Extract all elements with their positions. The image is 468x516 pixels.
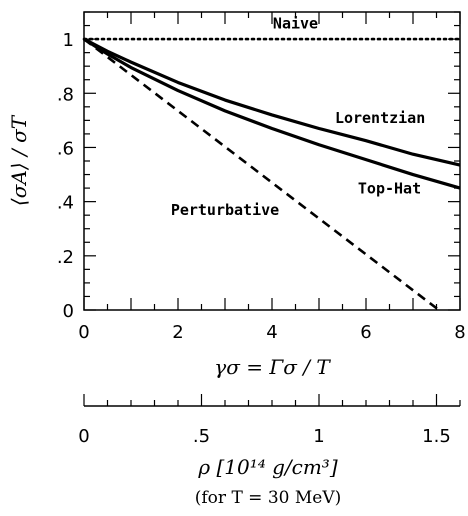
axis-ticks-group [83, 11, 461, 406]
x-axis-title: γσ = Γσ / T [214, 355, 331, 379]
series-annotation-naive: Naive [273, 14, 318, 32]
y-axis-title: ⟨σA⟩ / σT [7, 114, 31, 206]
y-tick-label: .2 [57, 247, 74, 268]
y-tick-label: 1 [63, 30, 74, 51]
series-annotation-top-hat: Top-Hat [358, 180, 421, 198]
x-tick-label: 2 [172, 322, 183, 343]
x-tick-label: 4 [266, 322, 277, 343]
x-tick-label: 6 [360, 322, 371, 343]
y-tick-label: 0 [63, 301, 74, 322]
y-tick-label: .8 [57, 84, 74, 105]
secondary-x-tick-label: 0 [78, 426, 89, 447]
secondary-x-tick-label: 1.5 [422, 426, 451, 447]
text-labels-group: 0 2 4 6 8 0 .2 .4 .6 .8 1 Naive Lorentzian Top-Hat Per… [7, 14, 466, 508]
secondary-x-tick-label: .5 [193, 426, 210, 447]
series-annotation-perturbative: Perturbative [171, 201, 279, 219]
series-line-perturbative [83, 38, 440, 312]
x-tick-label: 8 [454, 322, 465, 343]
series-line-lorentzian [83, 37, 461, 167]
secondary-x-axis-title: ρ [10¹⁴ g/cm³] [197, 455, 337, 479]
series-line-top-hat [83, 37, 461, 190]
secondary-x-axis-note: (for T = 30 MeV) [195, 488, 342, 508]
y-tick-label: .6 [57, 138, 74, 159]
series-annotation-lorentzian: Lorentzian [335, 109, 425, 127]
plot-frame [83, 11, 461, 311]
y-tick-label: .4 [57, 193, 74, 214]
secondary-x-tick-label: 1 [313, 426, 324, 447]
x-tick-label: 0 [78, 322, 89, 343]
series-group [82, 37, 462, 312]
